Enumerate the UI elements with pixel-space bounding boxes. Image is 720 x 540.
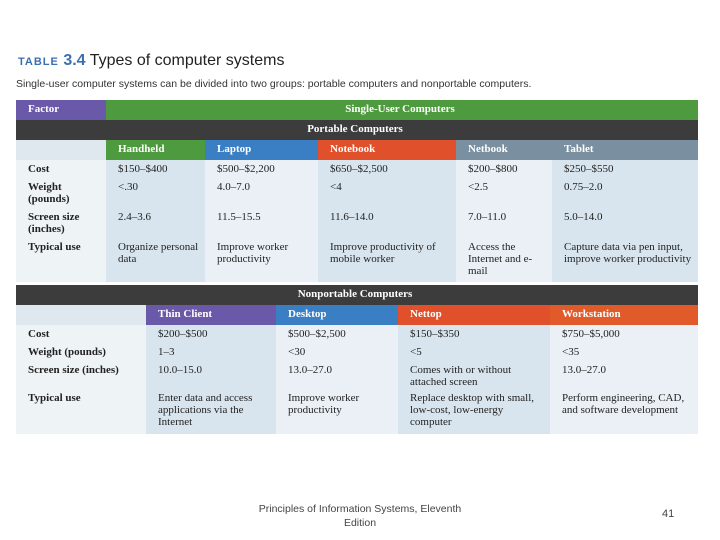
column-header: Notebook xyxy=(318,140,456,160)
data-cell: $200–$800 xyxy=(456,160,552,178)
row-label: Weight (pounds) xyxy=(16,178,106,208)
data-cell: 1–3 xyxy=(146,343,276,361)
row-label: Typical use xyxy=(16,238,106,282)
data-cell: <2.5 xyxy=(456,178,552,208)
table-title: Types of computer systems xyxy=(89,52,285,69)
factor-header: Factor xyxy=(16,100,106,120)
footer-text: Principles of Information Systems, Eleve… xyxy=(258,503,462,529)
data-cell: $750–$5,000 xyxy=(550,325,698,343)
data-cell: <35 xyxy=(550,343,698,361)
data-cell: $500–$2,200 xyxy=(205,160,318,178)
subtitle: Single-user computer systems can be divi… xyxy=(16,78,532,90)
data-cell: 7.0–11.0 xyxy=(456,208,552,238)
page-number: 41 xyxy=(662,508,675,520)
data-cell: Enter data and access applications via t… xyxy=(146,389,276,434)
data-cell: <.30 xyxy=(106,178,205,208)
data-cell: <4 xyxy=(318,178,456,208)
data-cell: Perform engineering, CAD, and software d… xyxy=(550,389,698,434)
row-label: Cost xyxy=(16,325,146,343)
data-cell: Comes with or without attached screen xyxy=(398,361,550,389)
data-cell: Improve productivity of mobile worker xyxy=(318,238,456,282)
data-cell: Improve worker productivity xyxy=(205,238,318,282)
data-cell: 13.0–27.0 xyxy=(276,361,398,389)
column-header: Thin Client xyxy=(146,305,276,325)
data-cell: 2.4–3.6 xyxy=(106,208,205,238)
column-header: Nettop xyxy=(398,305,550,325)
data-cell: $150–$350 xyxy=(398,325,550,343)
data-cell: 11.5–15.5 xyxy=(205,208,318,238)
column-header: Workstation xyxy=(550,305,698,325)
data-cell: Organize personal data xyxy=(106,238,205,282)
data-cell: $250–$550 xyxy=(552,160,698,178)
data-cell: $200–$500 xyxy=(146,325,276,343)
data-cell: $150–$400 xyxy=(106,160,205,178)
column-header: Tablet xyxy=(552,140,698,160)
data-cell: 13.0–27.0 xyxy=(550,361,698,389)
blank-header xyxy=(16,140,106,160)
group-header: Single-User Computers xyxy=(106,100,698,120)
section-title: Portable Computers xyxy=(16,120,698,140)
data-cell: Improve worker productivity xyxy=(276,389,398,434)
blank-header xyxy=(16,305,146,325)
data-cell: Capture data via pen input, improve work… xyxy=(552,238,698,282)
column-header: Handheld xyxy=(106,140,205,160)
data-cell: 10.0–15.0 xyxy=(146,361,276,389)
data-cell: Access the Internet and e-mail xyxy=(456,238,552,282)
column-header: Netbook xyxy=(456,140,552,160)
data-cell: <5 xyxy=(398,343,550,361)
data-cell: 5.0–14.0 xyxy=(552,208,698,238)
row-label: Typical use xyxy=(16,389,146,434)
data-cell: 4.0–7.0 xyxy=(205,178,318,208)
table-label: TABLE xyxy=(18,56,59,68)
column-header: Desktop xyxy=(276,305,398,325)
data-cell: <30 xyxy=(276,343,398,361)
row-label: Weight (pounds) xyxy=(16,343,146,361)
row-label: Cost xyxy=(16,160,106,178)
table-number: 3.4 xyxy=(63,52,86,69)
data-cell: 11.6–14.0 xyxy=(318,208,456,238)
section-title: Nonportable Computers xyxy=(16,285,698,305)
data-cell: $650–$2,500 xyxy=(318,160,456,178)
data-cell: Replace desktop with small, low-cost, lo… xyxy=(398,389,550,434)
data-cell: 0.75–2.0 xyxy=(552,178,698,208)
column-header: Laptop xyxy=(205,140,318,160)
data-cell: $500–$2,500 xyxy=(276,325,398,343)
row-label: Screen size (inches) xyxy=(16,208,106,238)
table-caption: TABLE 3.4 Types of computer systems xyxy=(18,52,284,70)
row-label: Screen size (inches) xyxy=(16,361,146,389)
